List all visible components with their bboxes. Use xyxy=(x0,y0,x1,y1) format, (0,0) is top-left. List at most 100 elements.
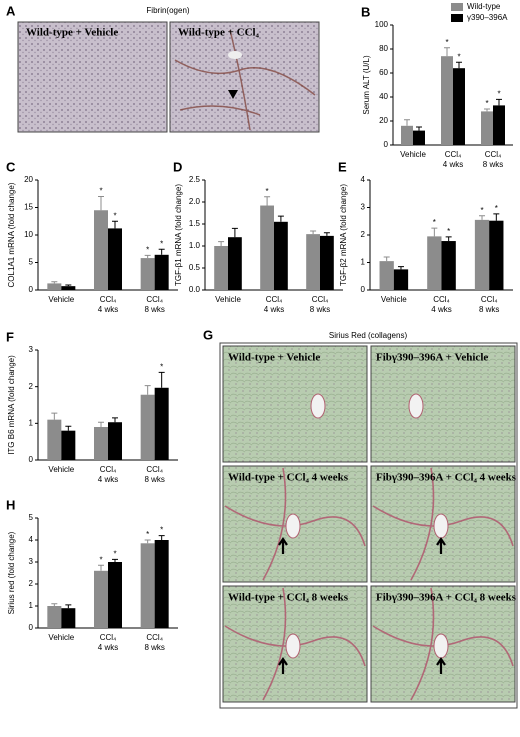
micrograph xyxy=(370,345,516,463)
legend-swatch xyxy=(451,3,463,11)
y-tick-label: 0 xyxy=(29,455,34,464)
error-bar xyxy=(264,196,271,206)
x-tick-label: CCl₄ 8 wks xyxy=(144,633,164,652)
bar xyxy=(379,261,394,290)
y-tick-label: 4 xyxy=(29,535,34,544)
y-tick-label: 60 xyxy=(379,68,388,77)
bar xyxy=(47,283,62,290)
arrow xyxy=(278,537,288,554)
significance: * xyxy=(160,362,163,371)
bar xyxy=(94,210,108,290)
frame xyxy=(219,342,518,709)
significance: * xyxy=(485,99,488,108)
error-bar xyxy=(218,241,225,246)
y-tick-label: 20 xyxy=(379,116,388,125)
bar xyxy=(140,258,155,290)
error-bar xyxy=(144,539,151,544)
significance: * xyxy=(447,227,450,236)
panel-letter: E xyxy=(338,159,347,174)
caption: Wild-type + CCl₄ 8 weeks xyxy=(228,592,349,604)
bar xyxy=(427,236,442,290)
y-tick-label: 1 xyxy=(361,258,366,267)
x-tick-label: CCl₄ 4 wks xyxy=(98,633,118,652)
x-tick-label: CCl₄ 8 wks xyxy=(479,295,499,314)
bar xyxy=(140,394,155,460)
arrow xyxy=(278,657,288,674)
x-tick-label: CCl₄ 8 wks xyxy=(144,295,164,314)
error-bar xyxy=(158,371,165,388)
y-tick-label: 2 xyxy=(361,230,366,239)
error-bar xyxy=(445,236,452,242)
error-bar xyxy=(231,227,238,238)
x-tick-label: CCl₄ 8 wks xyxy=(310,295,330,314)
y-axis-label: Serum ALT (U/L) xyxy=(362,55,371,115)
bar xyxy=(108,422,122,460)
y-axis-label: ITG B6 mRNA (fold change) xyxy=(7,355,16,455)
error-bar xyxy=(112,417,118,423)
error-bar xyxy=(383,256,390,262)
error-bar xyxy=(397,266,404,270)
error-bar xyxy=(404,119,410,126)
y-tick-label: 15 xyxy=(24,203,33,212)
bar xyxy=(61,286,76,290)
x-tick-label: CCl₄ 8 wks xyxy=(144,465,164,484)
y-tick-label: 0 xyxy=(384,140,389,149)
arrow xyxy=(436,657,446,674)
y-axis-label: COL1A1 mRNA (fold change) xyxy=(7,182,16,287)
bar xyxy=(413,130,425,145)
vessel xyxy=(285,513,301,539)
y-tick-label: 5 xyxy=(29,258,34,267)
arrowhead xyxy=(228,90,238,99)
y-tick-label: 2 xyxy=(29,579,34,588)
collagen-stain xyxy=(372,467,514,581)
error-bar xyxy=(144,254,151,259)
y-tick-label: 0 xyxy=(29,623,34,632)
error-bar xyxy=(444,47,450,57)
y-tick-label: 0 xyxy=(29,285,34,294)
chart: H Sirius red (fold change) 0 1 2 3 4 5 Vehicle CC… xyxy=(6,497,178,652)
panel-letter: H xyxy=(6,497,15,512)
error-bar xyxy=(51,412,58,420)
bar xyxy=(320,235,334,290)
significance: * xyxy=(113,549,116,558)
bar xyxy=(228,237,242,290)
bar xyxy=(274,221,288,290)
y-axis-label: TGF-β1 mRNA (fold change) xyxy=(174,184,183,286)
vessel xyxy=(310,393,326,419)
error-bar xyxy=(65,284,72,287)
error-bar xyxy=(98,196,104,211)
y-tick-label: 1 xyxy=(29,601,34,610)
legend-label: γ390–396A xyxy=(467,13,508,22)
significance: * xyxy=(99,555,102,564)
caption: Fibγ390–396A + CCl₄ 8 weeks xyxy=(376,592,517,604)
y-tick-label: 80 xyxy=(379,44,388,53)
caption: Fibγ390–396A + Vehicle xyxy=(376,352,488,364)
bar xyxy=(474,219,490,290)
bar xyxy=(260,205,274,290)
y-tick-label: 0 xyxy=(361,285,366,294)
error-bar xyxy=(51,281,58,284)
bar xyxy=(140,543,155,628)
bar xyxy=(441,56,453,146)
y-tick-label: 1 xyxy=(29,418,34,427)
x-tick-label: CCl₄ 4 wks xyxy=(443,150,463,169)
bar xyxy=(493,105,505,145)
error-bar xyxy=(144,385,151,395)
chart: C COL1A1 mRNA (fold change) 0 5 10 15 20 Vehicl… xyxy=(6,159,178,314)
bar xyxy=(108,562,122,628)
bar xyxy=(453,68,465,145)
panel-letter: A xyxy=(6,3,16,18)
collagen-stain xyxy=(372,587,514,701)
y-tick-label: 100 xyxy=(375,20,389,29)
bar xyxy=(306,234,320,290)
panel-letter: G xyxy=(203,327,213,342)
error-bar xyxy=(496,98,502,106)
error-bar xyxy=(65,425,72,431)
legend-label: Wild-type xyxy=(467,2,501,11)
significance: * xyxy=(445,38,448,47)
micrograph xyxy=(222,345,368,463)
error-bar xyxy=(431,227,438,237)
error-bar xyxy=(310,230,317,235)
x-tick-label: Vehicle xyxy=(48,633,74,642)
bar xyxy=(214,246,228,290)
